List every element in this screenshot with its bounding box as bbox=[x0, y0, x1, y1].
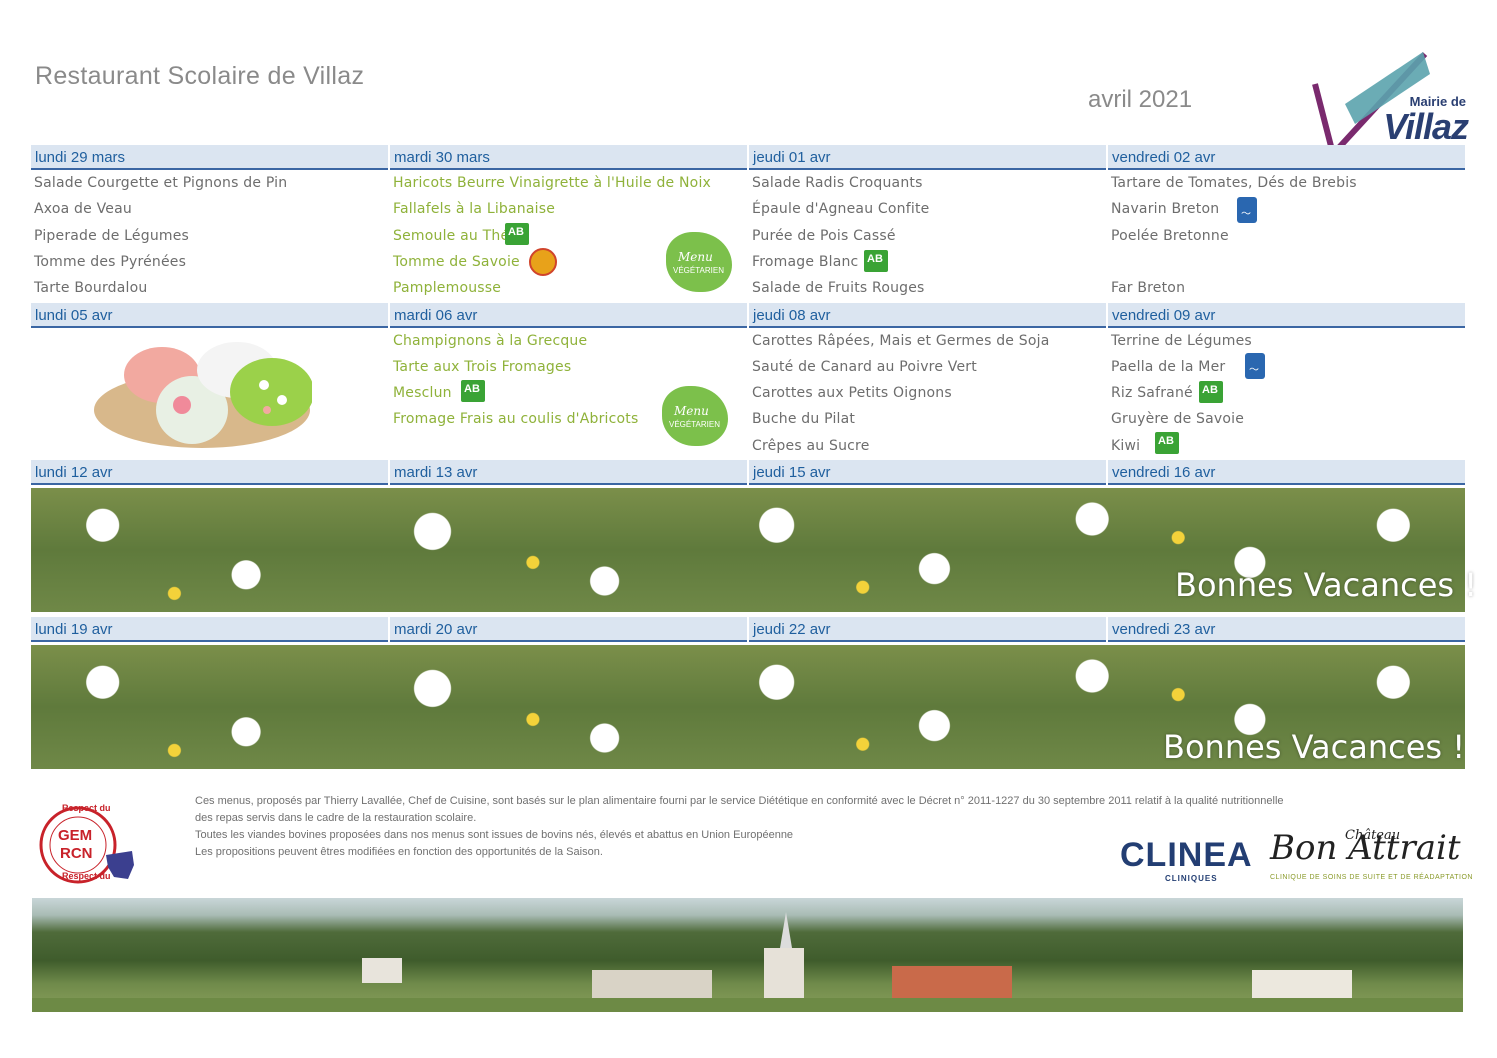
menu-item: Fallafels à la Libanaise bbox=[393, 201, 556, 217]
logo-text-villaz: Villaz bbox=[1383, 106, 1469, 147]
organic-ab-icon bbox=[1155, 432, 1179, 454]
clinea-subtitle: CLINIQUES bbox=[1165, 874, 1218, 883]
gem-rcn-logo: Respect du GEM RCN Respect du bbox=[36, 803, 136, 885]
vegetarian-menu-icon: Menu VÉGÉTARIEN bbox=[666, 232, 732, 292]
page-title: Restaurant Scolaire de Villaz bbox=[35, 62, 365, 90]
day-header: lundi 05 avr bbox=[31, 303, 388, 328]
menu-item: Navarin Breton bbox=[1111, 201, 1220, 217]
holiday-banner-text: Bonnes Vacances ! bbox=[1163, 728, 1466, 766]
menu-item: Carottes Râpées, Mais et Germes de Soja bbox=[752, 333, 1050, 349]
menu-item: Poelée Bretonne bbox=[1111, 228, 1229, 244]
menu-item: Tomme de Savoie bbox=[393, 254, 520, 270]
menu-item: Champignons à la Grecque bbox=[393, 333, 588, 349]
gem-seal-gem: GEM bbox=[58, 827, 93, 844]
veg-badge-line1: Menu bbox=[678, 250, 713, 264]
day-header: vendredi 09 avr bbox=[1108, 303, 1465, 328]
villaz-logo: Mairie de Villaz bbox=[1305, 44, 1470, 161]
day-header: mardi 30 mars bbox=[390, 145, 747, 170]
menu-item: Tomme des Pyrénées bbox=[34, 254, 187, 270]
organic-ab-icon bbox=[1199, 381, 1223, 403]
daisy-field-banner bbox=[31, 488, 1465, 612]
day-header: jeudi 22 avr bbox=[749, 617, 1106, 642]
menu-item: Sauté de Canard au Poivre Vert bbox=[752, 359, 977, 375]
menu-item: Piperade de Légumes bbox=[34, 228, 190, 244]
menu-item: Buche du Pilat bbox=[752, 411, 856, 427]
day-header: vendredi 23 avr bbox=[1108, 617, 1465, 642]
day-header: mardi 13 avr bbox=[390, 460, 747, 485]
month-label: avril 2021 bbox=[1088, 86, 1193, 113]
menu-item: Fromage Blanc bbox=[752, 254, 859, 270]
menu-item: Épaule d'Agneau Confite bbox=[752, 201, 930, 217]
gem-seal-rcn: RCN bbox=[60, 845, 93, 862]
day-header: lundi 19 avr bbox=[31, 617, 388, 642]
footer-note: Les propositions peuvent êtres modifiées… bbox=[195, 846, 603, 858]
day-header: lundi 29 mars bbox=[31, 145, 388, 170]
gem-seal-bottom: Respect du bbox=[62, 871, 111, 881]
bon-attrait-logo: Bon Attrait bbox=[1270, 828, 1461, 868]
menu-item: Far Breton bbox=[1111, 280, 1186, 296]
day-header: jeudi 15 avr bbox=[749, 460, 1106, 485]
day-header: jeudi 01 avr bbox=[749, 145, 1106, 170]
menu-item: Crêpes au Sucre bbox=[752, 438, 870, 454]
menu-item: Pamplemousse bbox=[393, 280, 502, 296]
veg-badge-line2: VÉGÉTARIEN bbox=[673, 266, 724, 275]
day-header: mardi 20 avr bbox=[390, 617, 747, 642]
vegetarian-menu-icon: Menu VÉGÉTARIEN bbox=[662, 386, 728, 446]
gem-seal-top: Respect du bbox=[62, 803, 111, 813]
menu-item: Tartare de Tomates, Dés de Brebis bbox=[1111, 175, 1357, 191]
logo-text-mairie: Mairie de bbox=[1409, 94, 1466, 109]
day-header: mardi 06 avr bbox=[390, 303, 747, 328]
menu-item: Salade Radis Croquants bbox=[752, 175, 923, 191]
menu-item: Paella de la Mer bbox=[1111, 359, 1226, 375]
village-landscape-photo bbox=[32, 898, 1463, 1012]
menu-item: Fromage Frais au coulis d'Abricots bbox=[393, 411, 639, 427]
daisy-field-banner bbox=[31, 645, 1465, 769]
aop-label-icon bbox=[529, 248, 557, 276]
footer-note: des repas servis dans le cadre de la res… bbox=[195, 812, 477, 824]
menu-item: Axoa de Veau bbox=[34, 201, 132, 217]
veg-badge-line2: VÉGÉTARIEN bbox=[669, 420, 720, 429]
bon-attrait-subtitle: CLINIQUE DE SOINS DE SUITE ET DE RÉADAPT… bbox=[1270, 874, 1473, 881]
day-header: vendredi 02 avr bbox=[1108, 145, 1465, 170]
menu-item: Riz Safrané bbox=[1111, 385, 1193, 401]
menu-item: Semoule au Thé bbox=[393, 228, 510, 244]
menu-item: Salade Courgette et Pignons de Pin bbox=[34, 175, 288, 191]
menu-item: Carottes aux Petits Oignons bbox=[752, 385, 952, 401]
veg-badge-line1: Menu bbox=[674, 404, 709, 418]
menu-item: Salade de Fruits Rouges bbox=[752, 280, 925, 296]
organic-ab-icon bbox=[864, 250, 888, 272]
menu-item: Tarte Bourdalou bbox=[34, 280, 148, 296]
day-header: jeudi 08 avr bbox=[749, 303, 1106, 328]
menu-item: Tarte aux Trois Fromages bbox=[393, 359, 572, 375]
msc-sustainable-fishing-icon bbox=[1237, 197, 1257, 223]
menu-item: Gruyère de Savoie bbox=[1111, 411, 1245, 427]
menu-item: Mesclun bbox=[393, 385, 452, 401]
day-header: lundi 12 avr bbox=[31, 460, 388, 485]
footer-note: Toutes les viandes bovines proposées dan… bbox=[195, 829, 794, 841]
gem-rcn-seal-icon bbox=[39, 806, 134, 884]
menu-item: Terrine de Légumes bbox=[1111, 333, 1252, 349]
day-header: vendredi 16 avr bbox=[1108, 460, 1465, 485]
easter-eggs-image bbox=[92, 330, 314, 450]
holiday-banner-text: Bonnes Vacances ! bbox=[1175, 566, 1478, 604]
msc-sustainable-fishing-icon bbox=[1245, 353, 1265, 379]
menu-item: Haricots Beurre Vinaigrette à l'Huile de… bbox=[393, 175, 712, 191]
menu-item: Kiwi bbox=[1111, 438, 1141, 454]
clinea-logo: CLINEA bbox=[1120, 836, 1253, 874]
menu-item: Purée de Pois Cassé bbox=[752, 228, 896, 244]
organic-ab-icon bbox=[461, 380, 485, 402]
chateau-small-text: Château bbox=[1345, 828, 1401, 843]
organic-ab-icon bbox=[505, 223, 529, 245]
footer-note: Ces menus, proposés par Thierry Lavallée… bbox=[195, 795, 1284, 807]
